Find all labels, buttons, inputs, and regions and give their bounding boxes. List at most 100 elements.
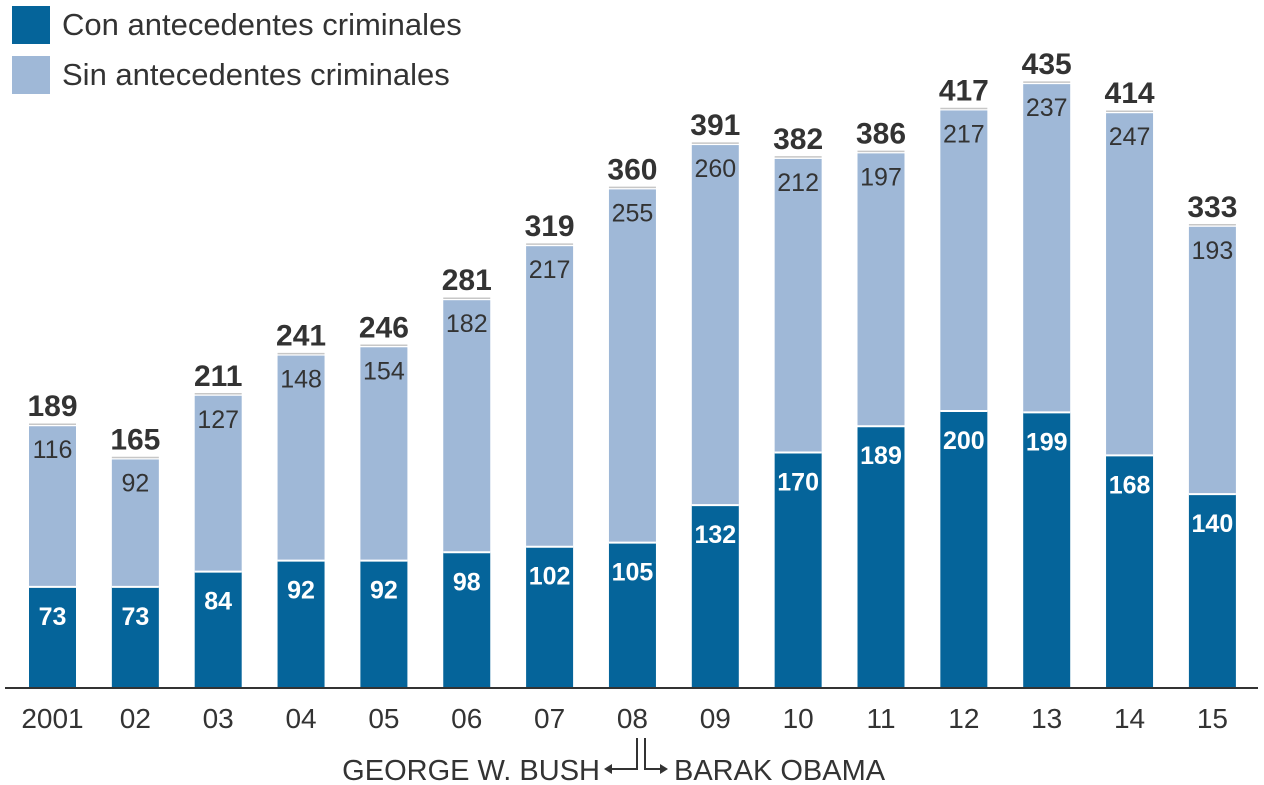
- x-tick-08: 08: [617, 703, 648, 734]
- bar-con-10: [774, 452, 822, 688]
- bar-con-03: [194, 571, 242, 688]
- x-tick-09: 09: [700, 703, 731, 734]
- bar-sin-06: [443, 300, 491, 553]
- x-tick-15: 15: [1197, 703, 1228, 734]
- bar-con-09: [691, 505, 739, 688]
- bar-sin-04: [277, 355, 325, 561]
- bars-group: 73 116 189 73 92 165 84 127 211 92 148 241 92 154 246 9…: [27, 48, 1237, 688]
- bar-con-06: [443, 552, 491, 688]
- bar-sin-03: [194, 395, 242, 572]
- x-tick-labels: 2001 02 03 04 05 06 07 08 09 10 11 12 13 14 15: [21, 703, 1228, 734]
- data-label-con-07: 102: [529, 563, 571, 591]
- data-label-con-03: 84: [204, 588, 232, 616]
- data-label-sin-13: 237: [1026, 94, 1068, 122]
- bar-sin-05: [360, 347, 408, 561]
- total-label-02: 165: [110, 423, 160, 456]
- annotation-obama: BARAK OBAMA: [674, 755, 886, 785]
- data-label-sin-10: 212: [777, 169, 819, 197]
- total-label-13: 435: [1022, 48, 1072, 81]
- total-label-07: 319: [525, 210, 575, 243]
- bar-con-08: [608, 542, 656, 688]
- total-label-11: 386: [856, 117, 906, 150]
- total-label-10: 382: [773, 123, 823, 156]
- legend-swatch-con: [12, 6, 50, 44]
- total-label-08: 360: [607, 153, 657, 186]
- bar-con-2001: [29, 586, 76, 688]
- data-label-con-10: 170: [777, 469, 819, 497]
- bar-sin-13: [1023, 84, 1071, 413]
- x-tick-10: 10: [783, 703, 814, 734]
- annotation-arrow-right: [644, 738, 662, 770]
- bar-con-05: [360, 560, 408, 688]
- bar-con-13: [1023, 412, 1071, 688]
- data-label-sin-14: 247: [1109, 123, 1151, 151]
- data-label-con-14: 168: [1109, 471, 1151, 499]
- total-label-2001: 189: [27, 390, 77, 423]
- x-tick-04: 04: [285, 703, 316, 734]
- bar-sin-07: [526, 246, 574, 547]
- x-tick-13: 13: [1031, 703, 1062, 734]
- bar-sin-08: [608, 189, 656, 543]
- x-tick-11: 11: [866, 703, 895, 734]
- annotation-arrow-left: [610, 738, 638, 770]
- annotation-bush: GEORGE W. BUSH: [342, 755, 600, 785]
- bar-sin-12: [940, 110, 988, 411]
- legend-label-sin: Sin antecedentes criminales: [62, 57, 450, 92]
- x-tick-07: 07: [534, 703, 565, 734]
- x-tick-03: 03: [203, 703, 234, 734]
- president-annotation: GEORGE W. BUSH BARAK OBAMA: [342, 738, 886, 785]
- data-label-con-12: 200: [943, 427, 985, 455]
- annotation-arrowhead-left: [604, 764, 612, 774]
- legend-label-con: Con antecedentes criminales: [62, 7, 462, 42]
- x-tick-14: 14: [1114, 703, 1145, 734]
- total-label-15: 333: [1187, 191, 1237, 224]
- data-label-con-04: 92: [287, 577, 315, 605]
- x-tick-02: 02: [120, 703, 151, 734]
- bar-sin-14: [1106, 113, 1154, 456]
- data-label-sin-06: 182: [446, 310, 488, 338]
- data-label-con-06: 98: [453, 568, 481, 596]
- data-label-sin-04: 148: [280, 366, 322, 394]
- bar-con-11: [857, 426, 905, 688]
- bar-con-15: [1188, 494, 1236, 688]
- x-tick-2001: 2001: [21, 703, 83, 734]
- data-label-sin-15: 193: [1192, 237, 1234, 265]
- bar-con-02: [111, 586, 159, 688]
- legend-item-sin: Sin antecedentes criminales: [12, 56, 462, 94]
- data-label-con-15: 140: [1192, 510, 1234, 538]
- data-label-sin-07: 217: [529, 256, 571, 284]
- data-label-con-05: 92: [370, 577, 398, 605]
- x-tick-06: 06: [451, 703, 482, 734]
- legend-swatch-sin: [12, 56, 50, 94]
- bar-con-14: [1106, 455, 1154, 688]
- data-label-sin-11: 197: [860, 163, 902, 191]
- data-label-sin-2001: 116: [33, 436, 73, 464]
- data-label-sin-12: 217: [943, 120, 985, 148]
- data-label-con-13: 199: [1026, 428, 1068, 456]
- legend-item-con: Con antecedentes criminales: [12, 6, 462, 44]
- total-label-06: 281: [442, 264, 492, 297]
- total-label-03: 211: [194, 360, 242, 393]
- data-label-sin-05: 154: [363, 357, 405, 385]
- total-label-05: 246: [359, 311, 409, 344]
- data-label-con-02: 73: [121, 603, 149, 631]
- bar-sin-02: [111, 459, 159, 587]
- bar-con-04: [277, 560, 325, 688]
- data-label-sin-02: 92: [121, 469, 149, 497]
- data-label-sin-03: 127: [197, 406, 239, 434]
- total-label-04: 241: [276, 320, 326, 353]
- bar-sin-09: [691, 145, 739, 506]
- annotation-arrowhead-right: [660, 764, 668, 774]
- bar-sin-15: [1188, 226, 1236, 495]
- data-label-con-08: 105: [612, 559, 654, 587]
- data-label-con-2001: 73: [39, 603, 67, 631]
- bar-con-07: [526, 546, 574, 688]
- total-label-09: 391: [690, 109, 740, 142]
- x-tick-05: 05: [368, 703, 399, 734]
- bar-sin-11: [857, 153, 905, 427]
- data-label-con-09: 132: [694, 521, 736, 549]
- x-tick-12: 12: [948, 703, 979, 734]
- legend: Con antecedentes criminales Sin antecede…: [12, 6, 462, 106]
- total-label-14: 414: [1105, 77, 1155, 110]
